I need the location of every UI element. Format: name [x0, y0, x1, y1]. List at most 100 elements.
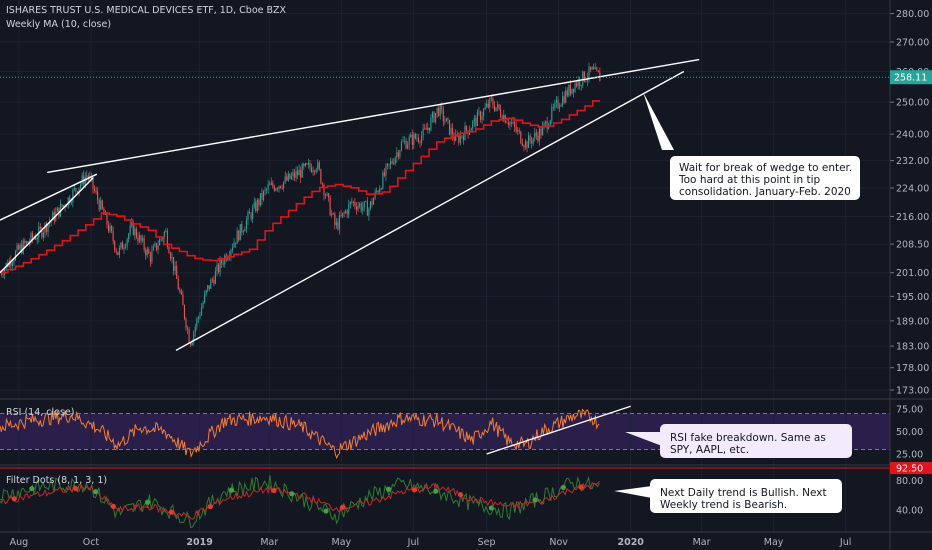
candle-body — [87, 175, 89, 178]
candle-body — [369, 201, 371, 209]
candle-body — [270, 182, 272, 185]
candle-body — [492, 98, 494, 106]
candle-body — [117, 251, 119, 256]
trendline — [0, 173, 98, 221]
candle-body — [280, 185, 282, 188]
candle-body — [559, 106, 561, 108]
candle-body — [53, 212, 55, 221]
candle-body — [554, 102, 556, 108]
candle-body — [35, 237, 37, 240]
candle-body — [458, 135, 460, 143]
candle-body — [366, 201, 368, 216]
candle-body — [421, 135, 423, 143]
candle-body — [323, 184, 325, 196]
candle-body — [129, 225, 131, 235]
candle-body — [145, 249, 147, 256]
candle-body — [335, 222, 337, 226]
candle-body — [430, 117, 432, 131]
candle-body — [355, 206, 358, 210]
x-tick-label: Mar — [693, 537, 711, 548]
candle-body — [486, 103, 488, 108]
candle-body — [111, 225, 113, 232]
candle-body — [328, 193, 330, 198]
candle-body — [303, 164, 305, 167]
candle-body — [433, 112, 435, 122]
candle-body — [504, 115, 506, 123]
x-tick-label: Mar — [260, 537, 278, 548]
chart-title: ISHARES TRUST U.S. MEDICAL DEVICES ETF, … — [6, 5, 287, 16]
candle-body — [187, 328, 189, 330]
candle-body — [177, 278, 179, 290]
candle-body — [315, 169, 317, 172]
candle-body — [594, 67, 596, 70]
candle-body — [81, 175, 83, 184]
candle-body — [278, 185, 280, 190]
candle-body — [148, 249, 150, 254]
candle-body — [131, 222, 133, 226]
candle-body — [115, 250, 117, 252]
candle-body — [531, 140, 533, 144]
candle-body — [154, 243, 156, 247]
price-tick-label: 178.00 — [896, 363, 929, 374]
candle-body — [515, 126, 517, 132]
price-tick-label: 195.00 — [896, 292, 929, 303]
candle-body — [354, 201, 356, 207]
candle-body — [585, 80, 587, 82]
x-tick-label: Aug — [10, 537, 29, 548]
candle-body — [447, 118, 449, 120]
candle-body — [484, 107, 486, 110]
candle-body — [359, 203, 361, 207]
candle-body — [521, 143, 523, 146]
filter-dot-green — [289, 491, 295, 497]
candle-body — [146, 249, 148, 256]
candle-body — [535, 132, 537, 136]
candle-body — [202, 302, 204, 308]
candle-body — [537, 135, 539, 142]
candle-body — [478, 111, 480, 113]
candle-body — [14, 251, 17, 261]
candle-body — [348, 204, 350, 215]
candle-body — [250, 213, 252, 219]
candle-body — [343, 212, 345, 214]
candle-body — [455, 134, 457, 141]
candle-body — [196, 318, 198, 327]
candle-body — [408, 137, 410, 145]
x-tick-label: May — [332, 537, 352, 548]
rsi-line — [0, 408, 600, 460]
candle-body — [497, 104, 499, 108]
candle-body — [97, 191, 99, 201]
candle-body — [388, 163, 390, 165]
candle-body — [25, 241, 27, 244]
filter-dot-red — [458, 492, 464, 498]
candle-body — [63, 205, 65, 207]
candle-body — [422, 128, 424, 136]
annotation-connectors — [614, 92, 674, 498]
candle-body — [510, 122, 513, 124]
trendlines — [0, 58, 890, 351]
candle-body — [331, 213, 333, 216]
filter-dot-red — [271, 487, 277, 494]
candle-body — [297, 171, 299, 176]
candle-body — [338, 215, 340, 230]
candle-body — [138, 235, 141, 242]
candle-body — [572, 88, 575, 93]
candle-body — [326, 193, 328, 196]
candle-body — [128, 234, 130, 240]
candle-body — [52, 212, 54, 220]
candle-body — [227, 257, 229, 260]
candle-body — [475, 117, 477, 126]
candle-body — [448, 119, 451, 135]
candle-body — [324, 195, 327, 197]
candle-body — [402, 141, 404, 143]
candle-body — [262, 191, 265, 200]
x-tick-label: Jul — [839, 537, 851, 548]
candle-body — [18, 245, 20, 250]
candle-body — [546, 121, 548, 129]
candle-body — [21, 244, 23, 254]
candle-body — [80, 183, 82, 188]
rsi-tick-label: 50.00 — [896, 427, 923, 438]
candle-body — [490, 98, 492, 100]
candle-body — [452, 127, 454, 137]
